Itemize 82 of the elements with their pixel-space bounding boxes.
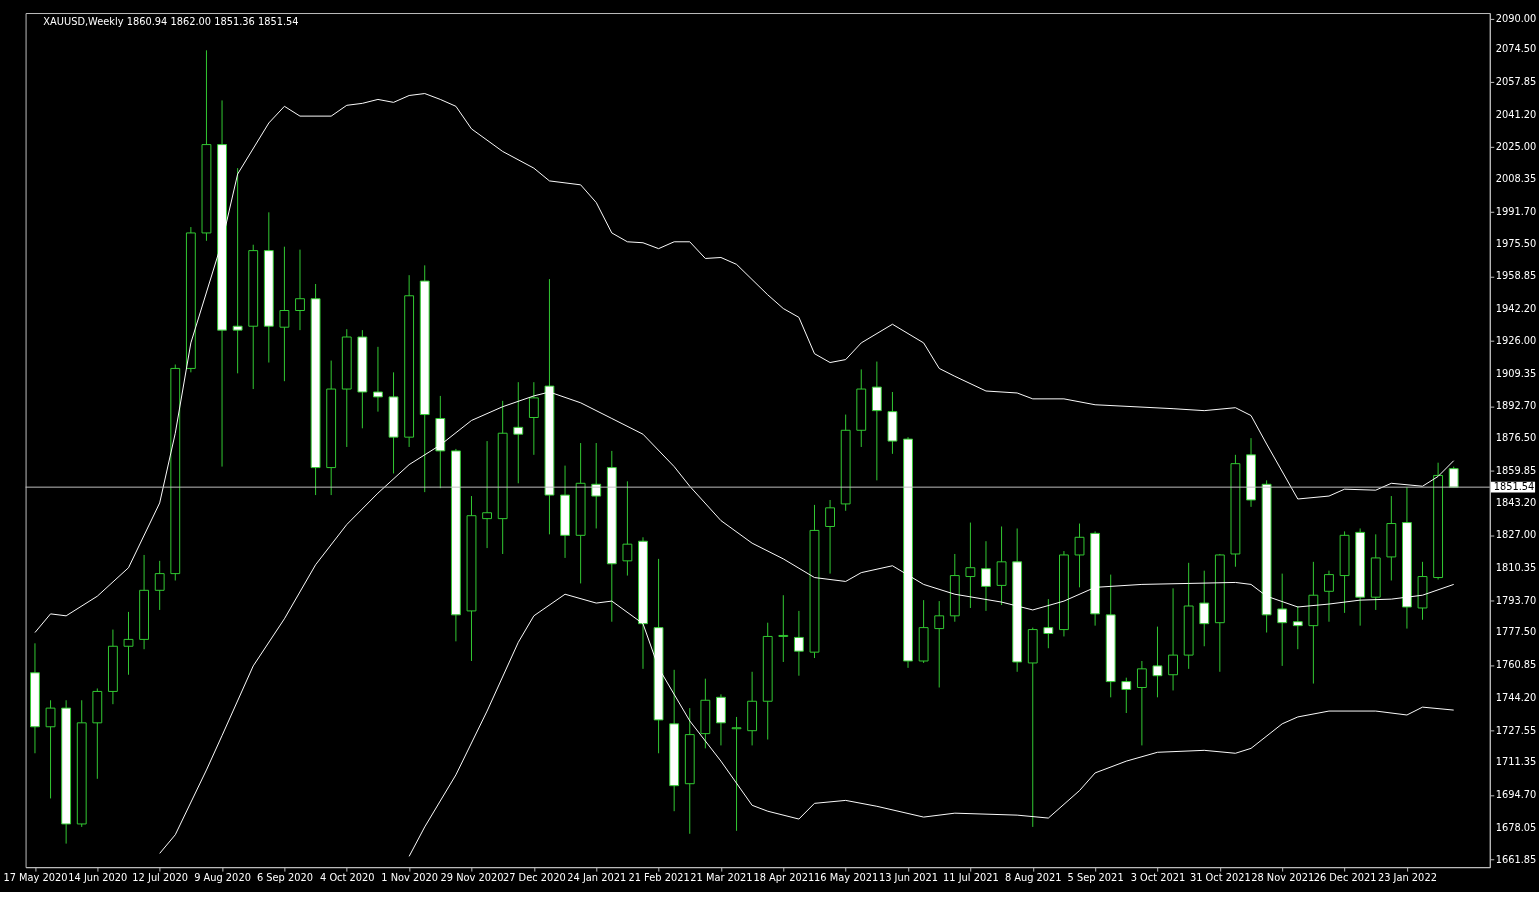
y-tick-label: 2074.50 [1495,43,1537,55]
candlestick [622,480,633,577]
candlestick [825,499,835,575]
y-tick-label: 1942.20 [1495,303,1537,315]
chart-title: XAUUSD,Weekly 1860.94 1862.00 1851.36 1851.54 [43,15,299,27]
candlestick [123,611,134,676]
y-tick-label: 1711.35 [1495,756,1537,768]
y-tick-label: 2090.00 [1495,12,1537,24]
y-tick-label: 2025.00 [1495,140,1537,152]
candlestick [482,440,492,549]
x-tick-label: 11 Jul 2021 [943,872,999,884]
x-tick-label: 12 Jul 2020 [132,872,188,884]
candlestick [154,560,165,611]
x-tick-label: 3 Oct 2021 [1130,872,1186,884]
candlestick [996,526,1007,606]
x-tick-label: 21 Mar 2021 [690,872,753,884]
x-tick-label: 26 Dec 2021 [1313,872,1377,884]
candlestick [871,361,882,481]
candlestick [373,346,383,413]
y-tick-label: 1926.00 [1495,334,1537,346]
x-tick-label: 23 Jan 2022 [1377,872,1437,884]
x-tick-label: 27 Dec 2020 [502,872,566,884]
candlestick [981,540,991,612]
y-tick-label: 1694.70 [1495,789,1537,801]
candlestick [1152,626,1163,698]
candlestick [731,716,742,832]
x-tick-label: 21 Feb 2021 [628,872,690,884]
candlestick [965,522,976,609]
candlestick [1199,570,1210,647]
y-tick-label: 2057.85 [1495,76,1537,87]
y-tick-label: 1777.50 [1495,626,1537,638]
y-tick-label: 1727.55 [1495,724,1537,736]
y-tick-label: 2041.20 [1495,108,1537,120]
y-tick-label: 1827.00 [1495,529,1537,541]
y-tick-label: 1843.20 [1495,497,1537,509]
y-tick-label: 1958.85 [1495,270,1537,282]
y-tick-label: 1876.50 [1495,432,1537,444]
y-tick-label: 1892.70 [1495,400,1537,412]
candlestick [793,610,804,677]
x-tick-label: 28 Nov 2021 [1251,872,1315,884]
y-tick-label: 1744.20 [1495,691,1537,703]
candlestick [1168,587,1178,691]
x-tick-label: 6 Sep 2020 [256,872,313,884]
y-tick-label: 2008.35 [1495,173,1537,185]
candlestick [1277,573,1288,667]
candlestick [232,167,243,374]
x-tick-label: 18 Apr 2021 [753,872,815,884]
y-tick-label: 1975.50 [1495,237,1537,249]
y-tick-label: 1810.35 [1495,561,1537,573]
x-tick-label: 4 Oct 2020 [320,872,375,884]
candlestick [934,600,945,688]
candlestick [778,594,789,663]
line-series [34,93,1455,634]
x-tick-label: 13 Jun 2021 [878,872,939,884]
candlestick [1324,570,1334,623]
x-tick-label: 5 Sep 2021 [1067,872,1124,884]
candlestick [1292,605,1303,650]
candlestick [1074,523,1085,588]
y-tick-label: 1678.05 [1495,821,1537,833]
y-tick-label: 1991.70 [1495,205,1537,217]
candlestick [295,249,305,331]
x-tick-label: 9 Aug 2020 [194,872,251,884]
y-tick-label: 1859.85 [1495,464,1537,476]
x-tick-label: 8 Aug 2021 [1004,872,1062,884]
y-tick-label: 1793.70 [1495,594,1537,606]
x-tick-label: 17 May 2020 [3,872,68,884]
x-tick-label: 1 Nov 2020 [381,872,438,884]
x-tick-label: 29 Nov 2020 [440,872,504,884]
candlestick [1043,598,1054,649]
ref-line-label: 1851.54 [1493,481,1535,493]
candlestick [1121,677,1132,714]
candlestick [1136,660,1147,746]
x-tick-label: 31 Oct 2021 [1189,872,1251,884]
candlestick [45,699,56,799]
y-tick-label: 1909.35 [1495,367,1537,379]
candlestick [279,246,290,382]
x-tick-label: 14 Jun 2020 [68,872,128,884]
y-tick-label: 1661.85 [1495,853,1537,865]
x-tick-label: 16 May 2021 [814,872,879,884]
candlestick [528,381,539,456]
x-tick-label: 24 Jan 2021 [567,872,627,884]
y-tick-label: 1760.85 [1495,659,1537,671]
